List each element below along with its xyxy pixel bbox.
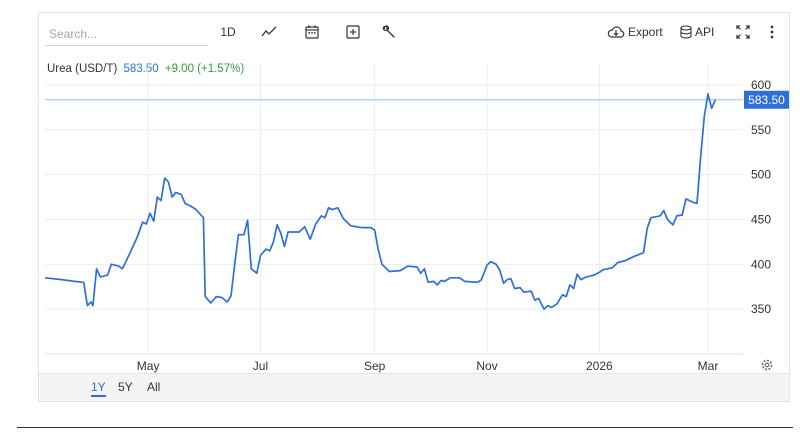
divider: [17, 427, 793, 428]
search-input[interactable]: [45, 23, 208, 46]
indicators-button[interactable]: [378, 21, 400, 43]
calendar-icon: [305, 25, 319, 39]
more-menu-button[interactable]: [761, 21, 783, 43]
export-button[interactable]: Export: [607, 21, 667, 43]
interval-label: 1D: [220, 25, 236, 39]
range-5y-button[interactable]: 5Y: [118, 380, 133, 394]
x-tick-label: Nov: [476, 359, 497, 373]
y-tick-label: 350: [751, 302, 771, 316]
line-chart-icon: [261, 26, 277, 37]
x-tick-label: Sep: [364, 359, 386, 373]
series-line: [44, 93, 717, 311]
expand-icon: [736, 25, 750, 39]
cloud-download-icon: [607, 26, 625, 38]
x-tick-label: 2026: [586, 359, 613, 373]
series-name: Urea (USD/T): [47, 63, 118, 75]
range-selector: 1Y 5Y All: [39, 373, 789, 401]
chart-toolbar: 1D: [39, 13, 789, 49]
more-vertical-icon: [770, 25, 774, 39]
last-price-label: 583.50: [748, 93, 785, 107]
range-1y-button[interactable]: 1Y: [91, 380, 106, 397]
y-tick-label: 450: [751, 212, 771, 226]
series-legend: Urea (USD/T) 583.50 +9.00 (+1.57%): [47, 63, 244, 75]
last-price-tag: [744, 90, 789, 109]
y-tick-label: 400: [751, 257, 771, 271]
y-tick-label: 550: [751, 123, 771, 137]
export-label: Export: [628, 25, 663, 39]
fullscreen-button[interactable]: [732, 21, 754, 43]
series-price: 583.50: [123, 63, 159, 75]
x-tick-label: Jul: [253, 359, 268, 373]
chart-panel: 1D: [38, 12, 790, 402]
database-icon: [680, 25, 692, 39]
date-range-button[interactable]: [301, 21, 323, 43]
api-button[interactable]: API: [680, 21, 720, 43]
settings-gear-icon[interactable]: [761, 359, 773, 371]
range-all-button[interactable]: All: [147, 380, 161, 394]
api-label: API: [695, 25, 715, 39]
line-chart[interactable]: 350 400 450 500 550 600 May Jul Sep Nov 2026 Mar 583…: [39, 13, 791, 375]
compare-button[interactable]: [342, 21, 364, 43]
y-tick-label: 600: [751, 78, 771, 92]
x-tick-label: May: [137, 359, 160, 373]
plus-box-icon: [346, 25, 360, 39]
chart-type-button[interactable]: [258, 21, 280, 43]
interval-button[interactable]: 1D: [217, 21, 239, 43]
x-tick-label: Mar: [698, 359, 719, 373]
wrench-icon: [382, 25, 395, 38]
y-tick-label: 500: [751, 168, 771, 182]
series-change: +9.00 (+1.57%): [164, 63, 245, 75]
